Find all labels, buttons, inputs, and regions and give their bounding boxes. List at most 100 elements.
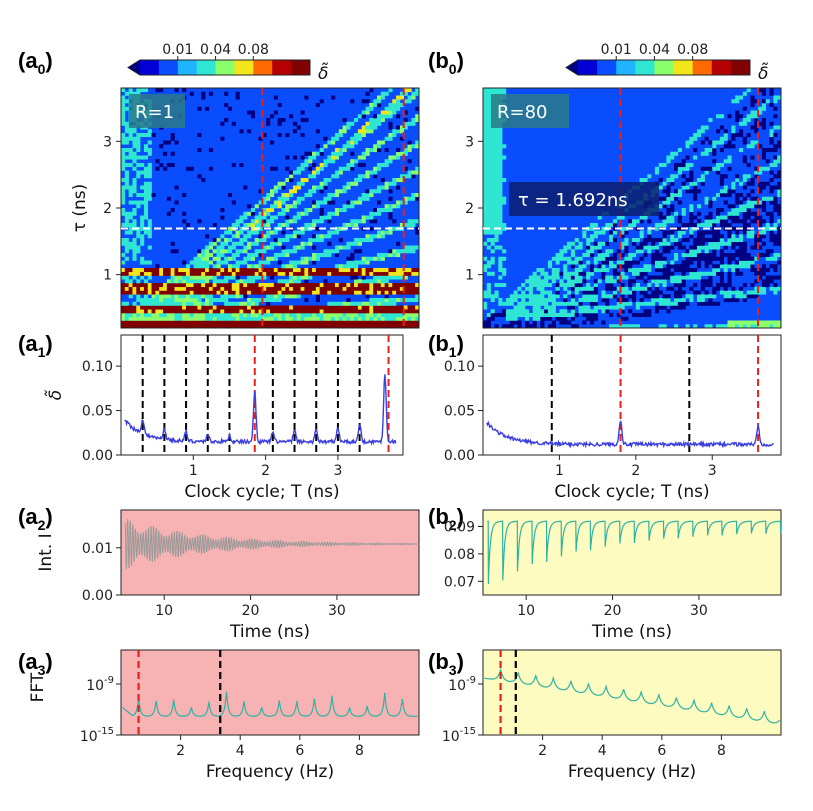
x-tick-label: 2 [631,463,640,479]
x-tick-label: 2 [261,463,270,479]
colorbar-segment [635,60,655,75]
y-tick-label: 0.10 [444,359,475,375]
heatmap-a0: 1 2 3 R=1 τ (ns) [70,87,420,329]
panel-label-a0: (a0) [18,48,53,77]
x-tick-label: 6 [657,743,666,759]
colorbar-segment [234,60,254,75]
colorbar-extend-arrow [566,60,578,75]
y-tick-label: 10-9 [86,675,114,694]
y-tick-label: 0.00 [82,588,113,604]
colorbar-segment [177,60,198,75]
panel-label-b1: (b1) [428,331,464,360]
x-axis-label: Frequency (Hz) [568,762,696,782]
x-tick-label: 20 [242,603,260,619]
x-tick-label: 3 [333,463,342,479]
y-tick-label: 0.05 [82,404,113,420]
intensity-series-line [124,519,420,570]
x-tick-label: 1 [189,463,198,479]
colorbar-segment [158,60,179,75]
x-tick-label: 4 [236,743,245,759]
colorbar-a0: 0.01 0.04 0.08 δ̃ [127,42,329,84]
panel-label-b3: (b3) [428,649,464,678]
colorbar-segment [673,60,694,75]
x-tick-label: 8 [355,743,364,759]
colorbar-segment [616,60,636,75]
x-axis-label: Clock cycle; T (ns) [554,482,709,502]
y-axis-label: FFT [28,672,48,702]
y-tick-label: 0.09 [444,519,475,535]
colorbar-segment [578,60,598,75]
heatmap-b0: 1 2 3 R=80 τ = 1.692ns [465,87,782,329]
r-annotation: R=80 [497,102,548,123]
x-tick-label: 1 [555,463,564,479]
delta-series-line [124,374,397,446]
plot-frame [120,509,420,596]
colorbar-segment [253,60,273,75]
y-tick-label: 0.08 [444,547,475,563]
x-tick-label: 3 [708,463,717,479]
y-tick-label: 3 [465,134,474,150]
colorbar-tick-label: 0.08 [677,42,708,58]
y-tick-label: 0.01 [82,541,113,557]
x-tick-label: 30 [328,603,346,619]
x-tick-label: 2 [538,743,547,759]
x-tick-label: 4 [598,743,607,759]
intensity-series-line [487,520,782,585]
y-tick-label: 1 [465,268,474,284]
annotation-box [129,94,185,128]
x-tick-label: 20 [604,603,622,619]
colorbar-tick-label: 0.01 [601,42,632,58]
plot-frame [120,649,420,736]
line-plot-a1: 1 2 3 0.00 0.05 0.10 Clock cycle; T (ns) δ̃ [44,334,404,502]
y-tick-label: 2 [103,201,112,217]
colorbar-segment [272,60,292,75]
x-tick-label: 30 [690,603,708,619]
colorbar-tick-label: 0.04 [200,42,231,58]
plot-frame [482,334,782,456]
annotation-box [491,94,569,128]
colorbar-segment [291,60,311,75]
colorbar-segment [140,60,160,75]
colorbar-segment [711,60,732,75]
line-plot-b2: 10 20 30 0.07 0.08 0.09 Time (ns) [444,509,782,642]
colorbar-segment [692,60,713,75]
colorbar-tick-label: 0.04 [639,42,670,58]
y-tick-label: 0.00 [82,448,113,464]
x-tick-label: 2 [176,743,185,759]
delta-series-line [486,419,774,449]
panel-label-a1: (a1) [18,331,53,360]
line-plot-b1: 1 2 3 0.00 0.05 0.10 Clock cycle; T (ns) [444,334,782,502]
colorbar-b0: 0.01 0.04 0.08 δ̃ [565,42,769,84]
fft-plot-a3: 2 4 6 8 10-9 10-15 Frequency (Hz) FFT [28,649,420,782]
y-tick-label: 0.00 [444,448,475,464]
y-tick-label: 3 [103,134,112,150]
panel-label-a3: (a3) [18,649,53,678]
tau-annotation: τ = 1.692ns [518,190,628,211]
plot-frame [120,334,404,456]
y-tick-label: 0.10 [82,359,113,375]
y-axis-label: δ̃ [44,389,66,400]
fft-series-line [484,667,781,724]
colorbar-extend-arrow [128,60,140,75]
x-tick-label: 6 [295,743,304,759]
colorbar-label: δ̃ [318,62,329,84]
colorbar-label: δ̃ [758,62,769,84]
colorbar-segment [654,60,675,75]
colorbar-tick-label: 0.01 [162,42,193,58]
y-tick-label: 10-15 [442,726,476,745]
y-tick-label: 0.05 [444,404,475,420]
x-tick-label: 8 [717,743,726,759]
y-tick-label: 10-9 [448,675,476,694]
y-tick-label: 0.07 [444,574,475,590]
x-axis-label: Frequency (Hz) [206,762,334,782]
x-axis-label: Time (ns) [591,622,672,642]
x-axis-label: Clock cycle; T (ns) [184,482,339,502]
panel-label-b2: (b2) [428,504,464,533]
y-tick-label: 10-15 [80,726,114,745]
colorbar-segment [196,60,217,75]
colorbar-segment [730,60,751,75]
x-tick-label: 10 [155,603,173,619]
x-axis-label: Time (ns) [229,622,310,642]
x-tick-label: 10 [517,603,535,619]
